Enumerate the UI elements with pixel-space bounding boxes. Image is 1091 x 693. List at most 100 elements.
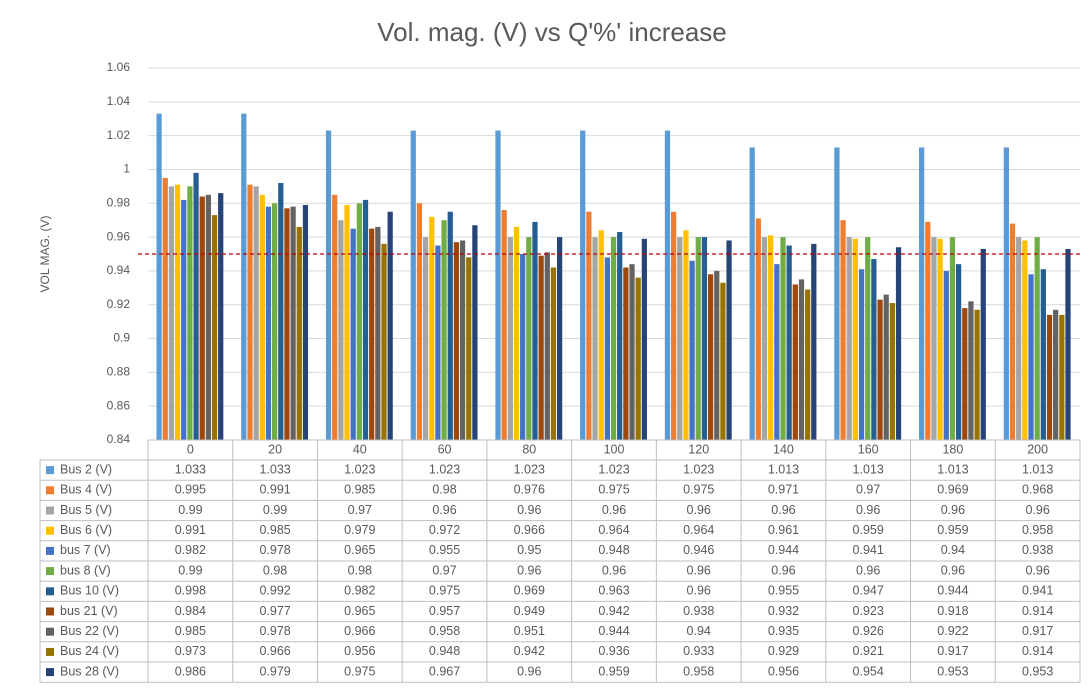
bar (241, 113, 247, 441)
table-cell: 0.938 (683, 604, 714, 618)
bar (356, 203, 362, 440)
bar (834, 147, 840, 441)
legend-key (46, 506, 54, 515)
legend-label: Bus 4 (V) (60, 483, 112, 497)
table-cell: 0.953 (1022, 664, 1053, 678)
bar (532, 221, 538, 440)
table-cell: 0.969 (937, 483, 968, 497)
bar (410, 130, 416, 440)
x-tick-label: 140 (773, 442, 794, 456)
bar (193, 172, 199, 440)
bar (265, 206, 272, 440)
bar (1009, 223, 1016, 440)
bar (1028, 274, 1034, 440)
bar (211, 215, 218, 440)
bar (895, 247, 902, 440)
table-cell: 0.953 (937, 664, 968, 678)
bar (472, 225, 478, 440)
bar (156, 113, 162, 441)
bar (507, 237, 513, 440)
table-cell: 0.99 (178, 503, 202, 517)
legend-key (46, 526, 54, 535)
y-tick-label: 1.04 (107, 94, 131, 108)
table-cell: 0.98 (263, 563, 287, 577)
bar (635, 277, 641, 440)
bar (937, 238, 943, 440)
table-cell: 0.966 (514, 523, 545, 537)
table-cell: 0.99 (178, 563, 202, 577)
bar (780, 237, 786, 440)
table-cell: 0.98 (432, 483, 456, 497)
bar (840, 220, 846, 440)
table-cell: 1.013 (768, 462, 799, 476)
legend-label: Bus 28 (V) (60, 664, 119, 678)
table-cell: 0.96 (1025, 503, 1049, 517)
table-cell: 0.985 (259, 523, 290, 537)
table-cell: 0.959 (853, 523, 884, 537)
table-cell: 0.917 (937, 644, 968, 658)
table-cell: 0.96 (687, 563, 711, 577)
table-cell: 0.991 (259, 483, 290, 497)
table-cell: 0.958 (1022, 523, 1053, 537)
bar (949, 237, 956, 440)
bar (919, 147, 925, 441)
bar (416, 203, 423, 440)
bar (768, 235, 774, 440)
y-tick-label: 0.88 (107, 365, 131, 379)
table-cell: 0.96 (602, 563, 626, 577)
table-cell: 0.978 (259, 543, 290, 557)
bar (720, 282, 726, 440)
bar (974, 309, 980, 440)
table-cell: 0.942 (514, 644, 545, 658)
bar (538, 255, 544, 440)
bar (1046, 314, 1053, 440)
table-cell: 0.935 (768, 624, 799, 638)
legend-label: bus 8 (V) (60, 563, 111, 577)
table-cell: 1.013 (1022, 462, 1053, 476)
bar (664, 130, 671, 440)
table-cell: 1.023 (514, 462, 545, 476)
table-cell: 0.975 (683, 483, 714, 497)
bar (387, 211, 393, 440)
bar (205, 194, 212, 440)
legend-key (46, 668, 54, 677)
bar (550, 267, 557, 440)
bar (369, 228, 375, 440)
bar (168, 186, 175, 440)
table-cell: 0.96 (856, 563, 880, 577)
table-cell: 0.966 (344, 624, 375, 638)
table-cell: 0.978 (259, 624, 290, 638)
table-cell: 0.964 (598, 523, 629, 537)
bar (453, 242, 460, 440)
legend-key (46, 486, 54, 495)
bar (774, 264, 780, 440)
table-cell: 1.023 (598, 462, 629, 476)
table-cell: 0.979 (259, 664, 290, 678)
bar (199, 196, 205, 440)
bar (877, 299, 883, 440)
table-cell: 0.959 (937, 523, 968, 537)
bar (695, 237, 701, 440)
table-cell: 0.985 (175, 624, 206, 638)
bar (332, 194, 338, 440)
bar (865, 237, 871, 440)
table-cell: 0.96 (941, 563, 965, 577)
bar (925, 221, 931, 440)
y-tick-label: 0.84 (107, 432, 131, 446)
table-cell: 1.033 (175, 462, 206, 476)
table-cell: 0.96 (771, 563, 795, 577)
bar (592, 237, 598, 440)
table-cell: 0.957 (429, 604, 460, 618)
table-cell: 0.98 (348, 563, 372, 577)
bar (1053, 309, 1059, 440)
bar (247, 184, 253, 440)
table-cell: 0.991 (175, 523, 206, 537)
table-cell: 0.979 (344, 523, 375, 537)
table-cell: 0.975 (598, 483, 629, 497)
bar (580, 130, 586, 440)
y-tick-label: 0.98 (107, 195, 131, 209)
bar (181, 199, 187, 440)
bar (955, 264, 962, 440)
table-cell: 0.963 (598, 584, 629, 598)
table-cell: 0.96 (517, 503, 541, 517)
